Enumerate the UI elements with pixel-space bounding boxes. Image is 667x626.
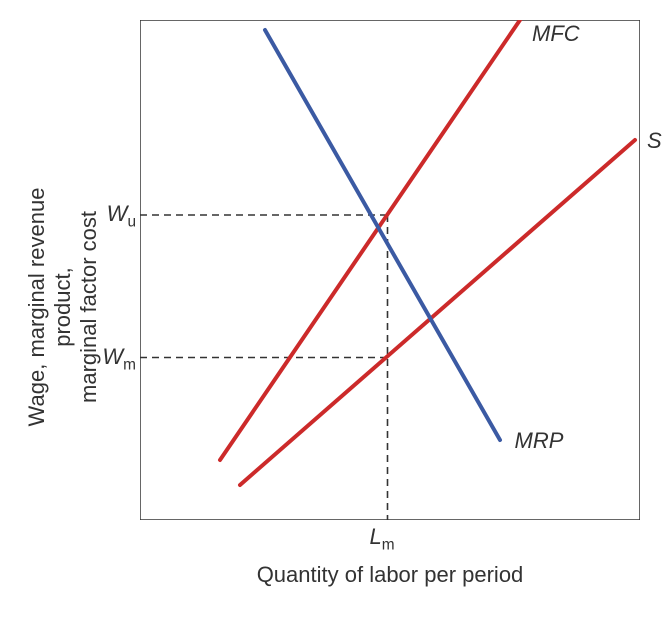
line-label-s: S xyxy=(647,128,662,154)
y-axis-label: Wage, marginal revenue product, marginal… xyxy=(0,147,102,467)
x-axis-label: Quantity of labor per period xyxy=(140,562,640,588)
x-axis-label-text: Quantity of labor per period xyxy=(257,562,524,587)
y-tick-Wm: Wm xyxy=(92,344,136,374)
y-tick-Wu: Wu xyxy=(92,201,136,231)
plot-area xyxy=(140,20,640,520)
chart-container: Wage, marginal revenue product, marginal… xyxy=(0,0,667,626)
line-label-mfc: MFC xyxy=(532,21,580,47)
x-tick-Lm: Lm xyxy=(370,524,395,554)
y-axis-label-text: Wage, marginal revenue product, marginal… xyxy=(24,188,101,427)
line-label-mrp: MRP xyxy=(515,428,564,454)
